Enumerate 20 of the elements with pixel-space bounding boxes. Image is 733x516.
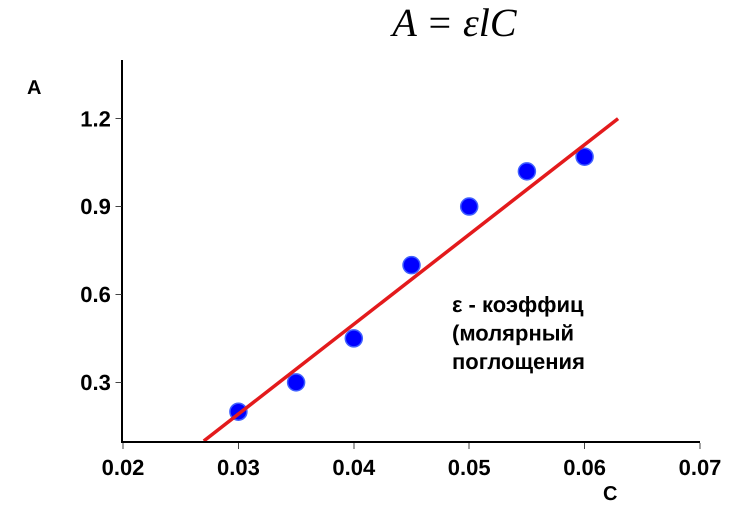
- point: [286, 373, 306, 392]
- point: [518, 162, 536, 181]
- point: [402, 256, 421, 274]
- y-tick-label: 1.2: [80, 106, 111, 132]
- x-tick-label: 0.05: [448, 455, 491, 480]
- point: [460, 197, 478, 216]
- point: [344, 329, 364, 348]
- chart-title: A = εlC: [389, 0, 518, 45]
- y-axis-title: A: [27, 77, 42, 99]
- x-tick-label: 0.06: [563, 455, 606, 480]
- y-tick-label: 0.3: [80, 370, 111, 396]
- x-axis-title: C: [603, 483, 618, 505]
- y-tick-label: 0.6: [80, 282, 111, 308]
- x-tick-label: 0.04: [332, 455, 376, 480]
- x-tick-label: 0.07: [678, 455, 722, 480]
- y-tick-label: 0.9: [80, 194, 111, 220]
- x-tick-label: 0.03: [216, 455, 260, 480]
- x-tick-label: 0.02: [102, 455, 144, 480]
- point: [575, 147, 594, 166]
- annotation: ε - коэффиц (молярный поглощения: [452, 292, 585, 374]
